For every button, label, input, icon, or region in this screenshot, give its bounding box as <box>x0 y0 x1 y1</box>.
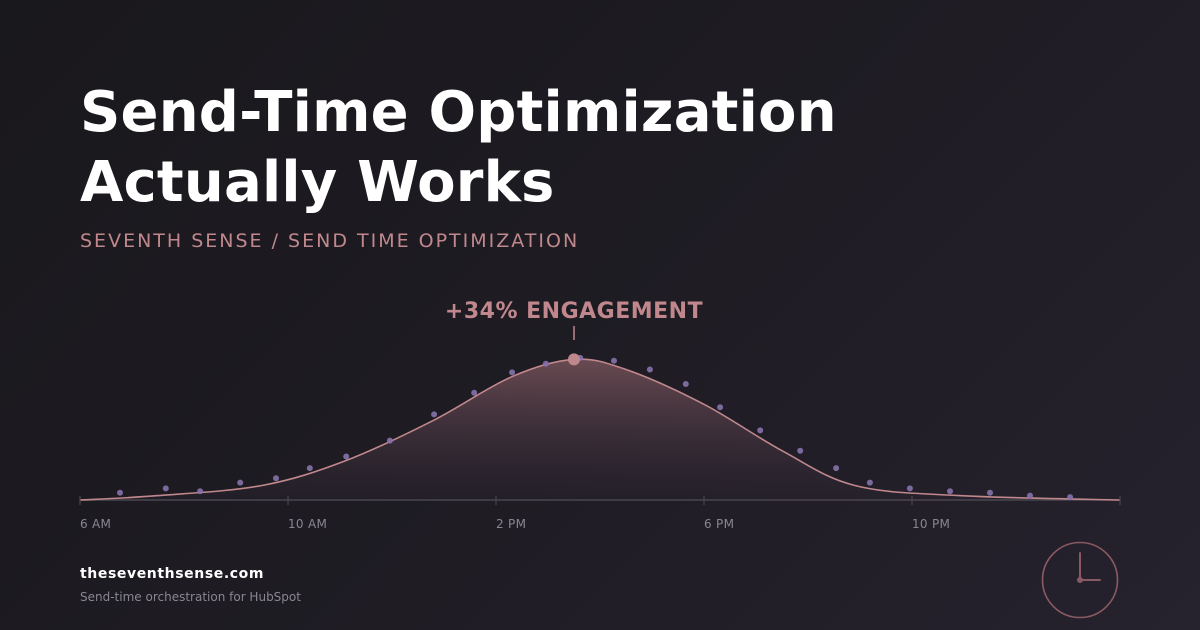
data-point <box>343 453 350 460</box>
x-tick-label: 6 PM <box>704 517 734 531</box>
data-point <box>162 485 169 492</box>
data-point <box>797 447 804 454</box>
engagement-area <box>80 359 1120 500</box>
x-tick-label: 6 AM <box>80 517 111 531</box>
chart-plot-area: 6 AM 10 AM 2 PM 6 PM 10 PM <box>79 326 1121 531</box>
x-tick-label: 10 PM <box>912 517 950 531</box>
x-tick-label: 2 PM <box>496 517 526 531</box>
data-point <box>197 488 204 495</box>
data-point <box>386 437 393 444</box>
data-point <box>542 360 549 367</box>
page-title: Send-Time Optimization Actually Works <box>80 78 837 218</box>
subtitle: SEVENTH SENSE / SEND TIME OPTIMIZATION <box>80 230 580 252</box>
data-point <box>682 381 689 387</box>
data-point <box>431 411 438 418</box>
data-point <box>306 465 313 472</box>
clock-icon <box>1041 541 1119 619</box>
peak-marker <box>568 353 580 366</box>
data-point <box>833 465 840 472</box>
data-point <box>866 479 873 486</box>
engagement-annotation: +34% ENGAGEMENT <box>445 299 703 324</box>
data-point <box>1067 494 1074 501</box>
data-point <box>947 488 953 495</box>
data-point <box>906 485 913 492</box>
footer-domain: theseventhsense.com <box>80 566 265 582</box>
data-point <box>237 479 244 486</box>
data-point <box>611 357 617 364</box>
data-point <box>717 404 724 411</box>
x-tick-label: 10 AM <box>288 517 327 531</box>
data-point <box>987 489 993 496</box>
data-point <box>757 427 764 434</box>
data-point <box>273 475 279 482</box>
title-line-1: Send-Time Optimization <box>80 80 837 145</box>
data-point <box>471 389 478 396</box>
footer-tagline: Send-time orchestration for HubSpot <box>80 590 301 604</box>
data-point <box>646 366 653 373</box>
data-point <box>509 369 516 376</box>
data-point <box>117 489 123 496</box>
data-point <box>1027 492 1033 499</box>
title-line-2: Actually Works <box>80 150 555 215</box>
